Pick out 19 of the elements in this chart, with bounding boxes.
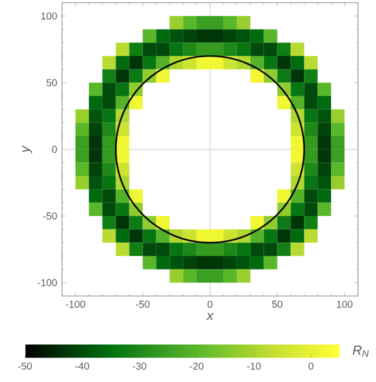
- y-tick-label: -100: [38, 279, 57, 286]
- y-tick-label: 0: [52, 146, 57, 153]
- x-tick-label: 100: [336, 300, 352, 308]
- color-bar-label: -40: [75, 362, 90, 370]
- x-tick-label: 0: [208, 300, 212, 308]
- color-bar-label: -10: [247, 362, 261, 370]
- color-bar-label: -30: [132, 362, 146, 370]
- x-tick-label: -50: [136, 300, 150, 308]
- y-tick-label: -50: [43, 212, 57, 220]
- x-tick-label: -100: [66, 300, 86, 308]
- color-bar-title: R$_{N}$: [352, 346, 369, 357]
- color-bar-label: -50: [18, 362, 32, 370]
- y-tick-label: 100: [41, 12, 57, 20]
- color-bar-label: 0: [308, 362, 314, 370]
- y-axis-title: y: [22, 145, 32, 154]
- x-axis-title: x: [206, 312, 214, 320]
- y-tick-label: 50: [46, 79, 57, 86]
- x-tick-label: 50: [272, 300, 282, 308]
- color-bar-label: -20: [190, 362, 204, 370]
